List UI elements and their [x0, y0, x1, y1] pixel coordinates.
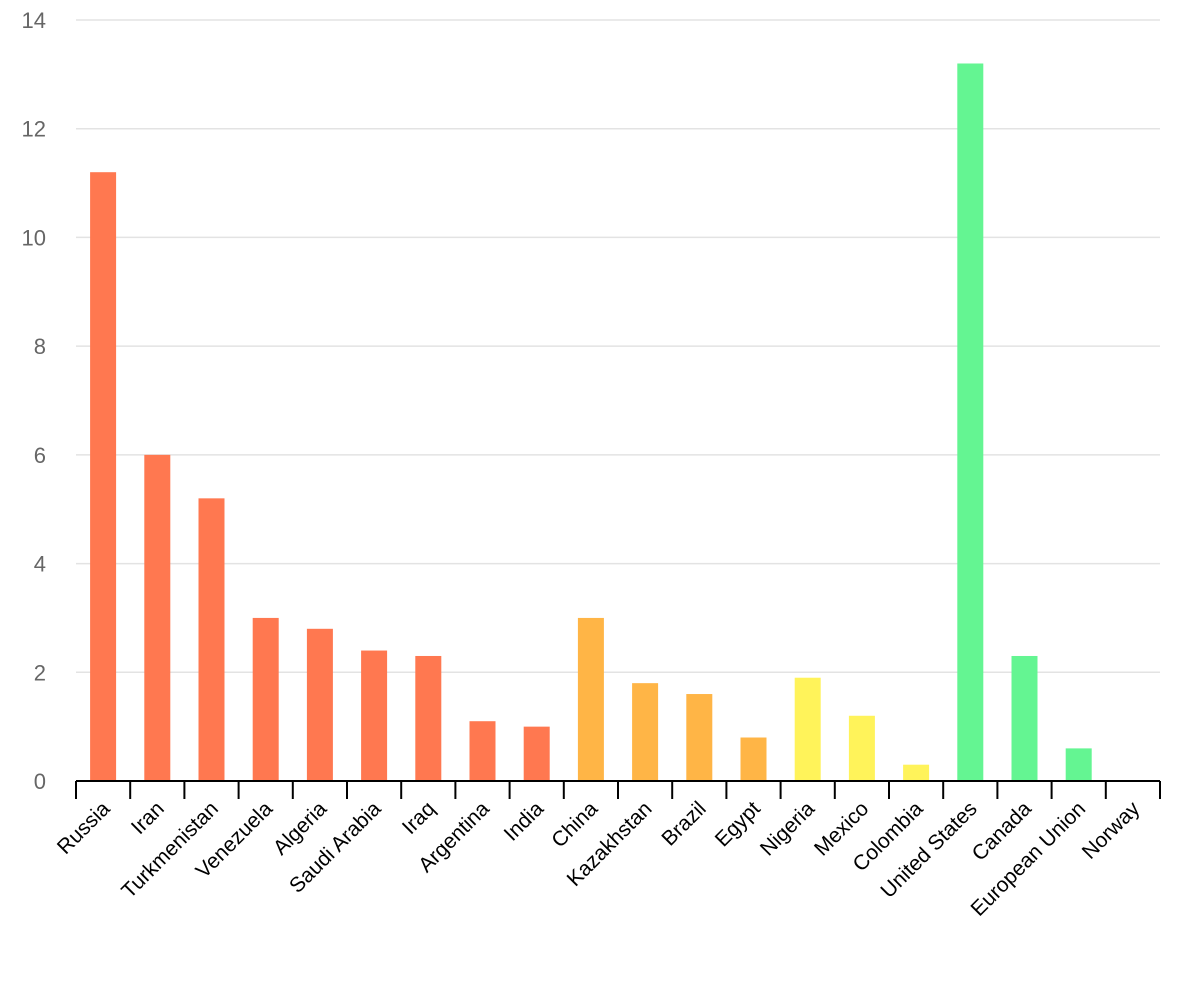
x-tick-label: Brazil [657, 797, 710, 850]
bar-india [523, 726, 550, 781]
x-tick-label: India [500, 797, 549, 846]
bar-china [577, 617, 604, 781]
bar-kazakhstan [632, 683, 659, 781]
x-tick-label: Iraq [398, 797, 440, 839]
y-tick-label: 10 [22, 225, 46, 250]
bar-saudi-arabia [361, 650, 388, 781]
bar-russia [90, 172, 117, 781]
bar-mexico [848, 715, 875, 781]
bar-egypt [740, 737, 767, 781]
y-tick-label: 14 [22, 8, 46, 33]
x-axis-tick-labels: Russia IranTurkmenistanVenezuelaAlgeriaSa… [53, 797, 1145, 921]
bar-iran [144, 454, 171, 781]
bar-turkmenistan [198, 498, 225, 781]
bar-venezuela [252, 617, 279, 781]
y-tick-label: 0 [34, 769, 46, 794]
y-tick-label: 12 [22, 117, 46, 142]
x-tick-label: United States [876, 797, 981, 902]
y-tick-label: 2 [34, 660, 46, 685]
bar-nigeria [794, 677, 821, 781]
bar-argentina [469, 721, 496, 781]
bar-brazil [686, 694, 713, 781]
bar-canada [1011, 655, 1038, 781]
bars [90, 63, 1092, 781]
x-tick-label: Russia [53, 797, 115, 859]
bar-united-states [957, 63, 984, 781]
x-tick-label: Nigeria [756, 797, 820, 861]
bar-colombia [903, 764, 930, 781]
bar-iraq [415, 655, 442, 781]
bar-algeria [306, 628, 333, 781]
y-tick-label: 8 [34, 334, 46, 359]
x-tick-label: Iran [127, 797, 169, 839]
gridlines [76, 19, 1160, 674]
y-tick-label: 6 [34, 443, 46, 468]
y-tick-label: 4 [34, 552, 46, 577]
bar-european-union [1065, 748, 1092, 781]
x-axis [75, 780, 1161, 799]
x-tick-label: Norway [1078, 797, 1145, 864]
y-axis-tick-labels: 0 2 4 6 8 10 12 14 [22, 8, 46, 794]
